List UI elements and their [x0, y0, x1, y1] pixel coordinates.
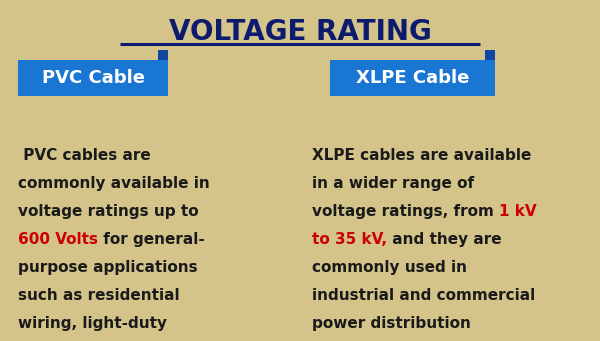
FancyBboxPatch shape	[330, 60, 495, 96]
Text: 1 kV: 1 kV	[499, 204, 537, 219]
Text: PVC cables are: PVC cables are	[18, 148, 156, 163]
Text: industrial and commercial: industrial and commercial	[312, 288, 535, 303]
Text: commonly used in: commonly used in	[312, 260, 467, 275]
Text: voltage ratings up to: voltage ratings up to	[18, 204, 199, 219]
Text: power distribution: power distribution	[312, 316, 471, 331]
Text: and they are: and they are	[387, 232, 502, 247]
Text: XLPE cables are available: XLPE cables are available	[312, 148, 532, 163]
Text: VOLTAGE RATING: VOLTAGE RATING	[169, 18, 431, 46]
Text: for general-: for general-	[98, 232, 205, 247]
Text: voltage ratings, from: voltage ratings, from	[312, 204, 499, 219]
Text: wiring, light-duty: wiring, light-duty	[18, 316, 167, 331]
FancyBboxPatch shape	[485, 50, 495, 60]
Text: XLPE Cable: XLPE Cable	[356, 69, 469, 87]
Text: in a wider range of: in a wider range of	[312, 176, 474, 191]
Text: PVC Cable: PVC Cable	[41, 69, 145, 87]
FancyBboxPatch shape	[158, 50, 168, 60]
Text: to 35 kV,: to 35 kV,	[312, 232, 387, 247]
Text: commonly available in: commonly available in	[18, 176, 210, 191]
Text: 600 Volts: 600 Volts	[18, 232, 98, 247]
FancyBboxPatch shape	[18, 60, 168, 96]
Text: purpose applications: purpose applications	[18, 260, 197, 275]
Text: such as residential: such as residential	[18, 288, 179, 303]
